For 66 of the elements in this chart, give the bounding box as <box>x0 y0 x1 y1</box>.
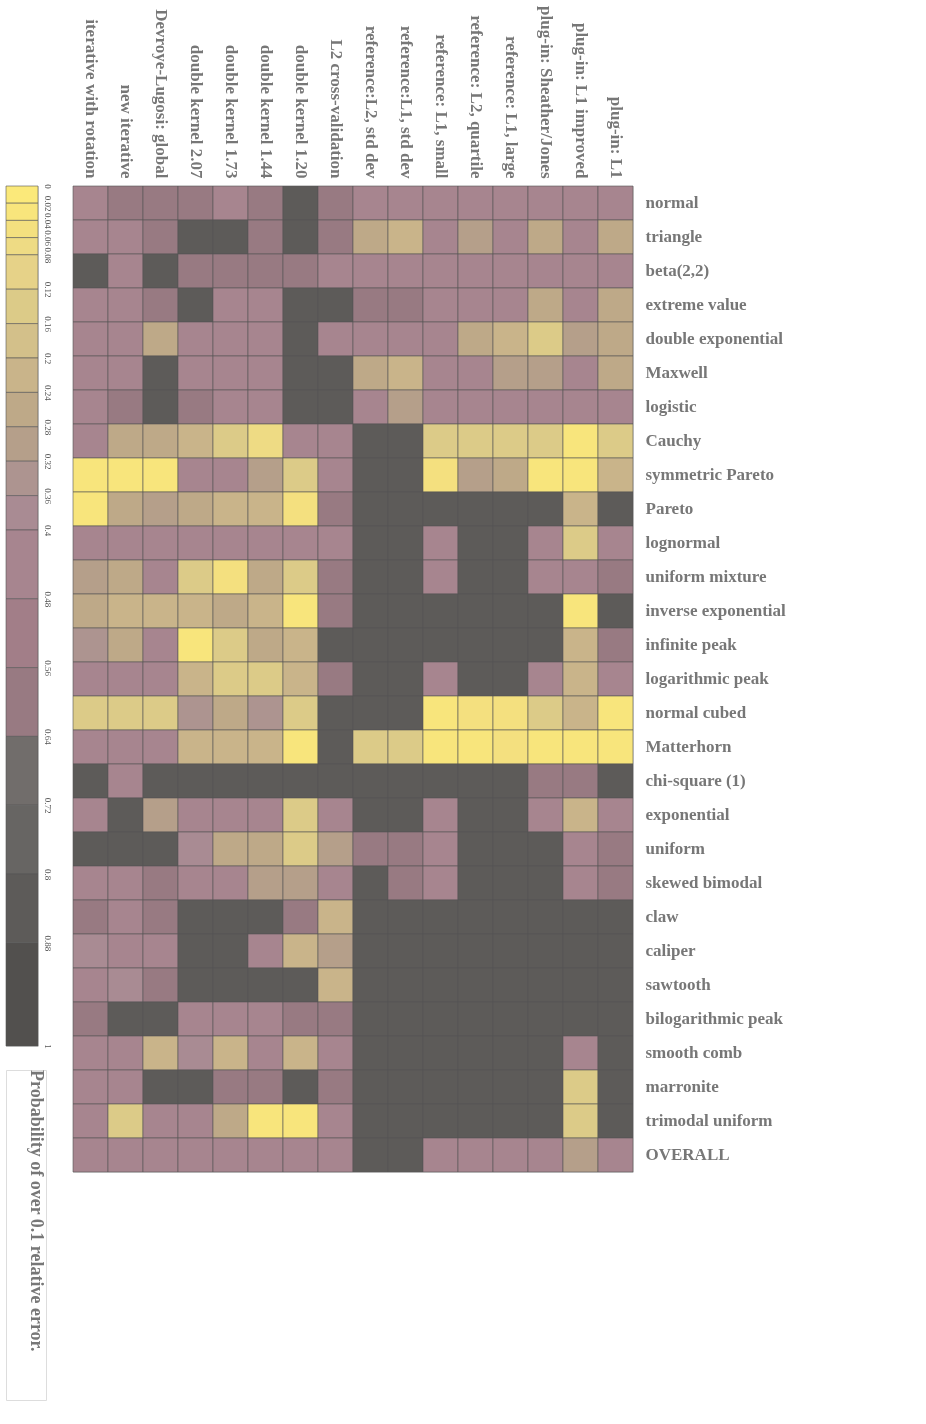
color-bar-label: 0.02 <box>42 195 53 212</box>
x-tick-label: reference: L2, quartile <box>466 15 486 179</box>
y-tick-label: trimodal uniform <box>645 1111 773 1130</box>
color-bar-label: 0.2 <box>42 352 53 365</box>
color-bar-label: 0.06 <box>42 230 53 247</box>
x-tick-label: reference: L1, small <box>431 34 451 179</box>
y-tick-label: lognormal <box>645 533 721 552</box>
color-bar-label: 0.04 <box>42 213 53 230</box>
color-bar-label: 0.36 <box>42 488 53 505</box>
y-tick-label: marronite <box>645 1077 720 1096</box>
y-tick-label: normal <box>645 193 699 212</box>
x-tick-label: reference: L1, large <box>501 36 521 179</box>
y-tick-label: uniform <box>645 839 705 858</box>
y-tick-label: caliper <box>645 941 696 960</box>
x-tick-label: new iterative <box>116 84 136 179</box>
y-tick-label: inverse exponential <box>645 601 787 620</box>
y-tick-label: Maxwell <box>645 363 709 382</box>
x-tick-label: plug-in: L1 improved <box>571 22 591 180</box>
color-bar-label: 0.8 <box>42 868 53 881</box>
y-tick-label: skewed bimodal <box>645 873 763 892</box>
color-bar-label: 0.72 <box>42 797 53 814</box>
y-tick-label: smooth comb <box>645 1043 743 1062</box>
x-tick-label: double kernel 1.73 <box>221 44 241 179</box>
y-tick-label: triangle <box>645 227 703 246</box>
y-tick-label: beta(2,2) <box>645 261 710 280</box>
x-tick-label: plug-in: L1 <box>606 96 626 179</box>
y-tick-label: normal cubed <box>645 703 747 722</box>
color-bar-label: 0.16 <box>42 316 53 333</box>
x-tick-label: reference:L1, std dev <box>396 25 416 179</box>
x-tick-label: double kernel 1.20 <box>291 44 311 179</box>
y-tick-label: logarithmic peak <box>645 669 770 688</box>
color-bar-label: 0.32 <box>42 453 53 470</box>
x-tick-label: L2 cross-validation <box>326 39 346 180</box>
x-tick-label: double kernel 2.07 <box>186 44 206 179</box>
x-tick-label: Devroye-Lugosi: global <box>151 9 171 179</box>
y-tick-label: infinite peak <box>645 635 738 654</box>
color-bar-label: 0.24 <box>42 385 53 402</box>
y-tick-label: bilogarithmic peak <box>645 1009 784 1028</box>
y-tick-label: uniform mixture <box>645 567 767 586</box>
x-tick-label: iterative with rotation <box>81 19 101 180</box>
color-bar-label: 0 <box>42 184 53 190</box>
color-bar-label: 0.56 <box>42 660 53 677</box>
color-bar-label: 0.48 <box>42 591 53 608</box>
color-bar-label: 0.4 <box>42 524 53 537</box>
color-bar-label: 0.08 <box>42 247 53 264</box>
y-tick-label: Matterhorn <box>645 737 732 756</box>
color-bar-label: 0.28 <box>42 419 53 436</box>
y-tick-label: OVERALL <box>645 1145 730 1164</box>
y-tick-label: claw <box>645 907 680 926</box>
y-tick-label: Cauchy <box>645 431 702 450</box>
color-bar-label: 0.64 <box>42 729 53 746</box>
y-tick-label: Pareto <box>645 499 694 518</box>
y-tick-label: double exponential <box>645 329 784 348</box>
color-bar-title: Probability of over 0.1 relative error. <box>27 1070 47 1352</box>
y-tick-label: logistic <box>645 397 697 416</box>
y-tick-label: sawtooth <box>645 975 712 994</box>
x-tick-label: plug-in: Sheather/Jones <box>536 6 556 179</box>
x-tick-label: reference:L2, std dev <box>361 25 381 179</box>
color-bar-label: 0.12 <box>42 281 53 298</box>
y-tick-label: extreme value <box>645 295 748 314</box>
y-tick-label: chi-square (1) <box>645 771 746 790</box>
color-bar-label: 1 <box>42 1044 53 1049</box>
x-tick-label: double kernel 1.44 <box>256 44 276 179</box>
y-tick-label: symmetric Pareto <box>645 465 775 484</box>
color-bar-label: 0.88 <box>42 935 53 952</box>
y-tick-label: exponential <box>645 805 730 824</box>
